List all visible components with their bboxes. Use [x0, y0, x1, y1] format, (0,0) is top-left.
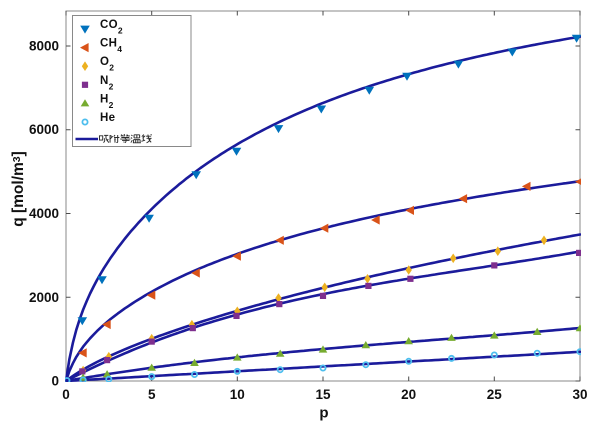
- svg-text:15: 15: [315, 387, 331, 402]
- svg-text:5: 5: [148, 387, 156, 402]
- svg-text:0: 0: [51, 374, 59, 389]
- svg-text:25: 25: [487, 387, 503, 402]
- svg-text:0: 0: [62, 387, 70, 402]
- svg-text:8000: 8000: [29, 39, 59, 54]
- svg-text:6000: 6000: [29, 122, 59, 137]
- svg-text:20: 20: [401, 387, 416, 402]
- svg-text:q [mol/m3]: q [mol/m3]: [10, 151, 27, 227]
- svg-text:10: 10: [230, 387, 245, 402]
- svg-text:2000: 2000: [29, 290, 59, 305]
- svg-text:p: p: [319, 405, 328, 422]
- svg-text:30: 30: [572, 387, 587, 402]
- svg-text:4000: 4000: [29, 206, 59, 221]
- svg-text:He: He: [100, 112, 115, 124]
